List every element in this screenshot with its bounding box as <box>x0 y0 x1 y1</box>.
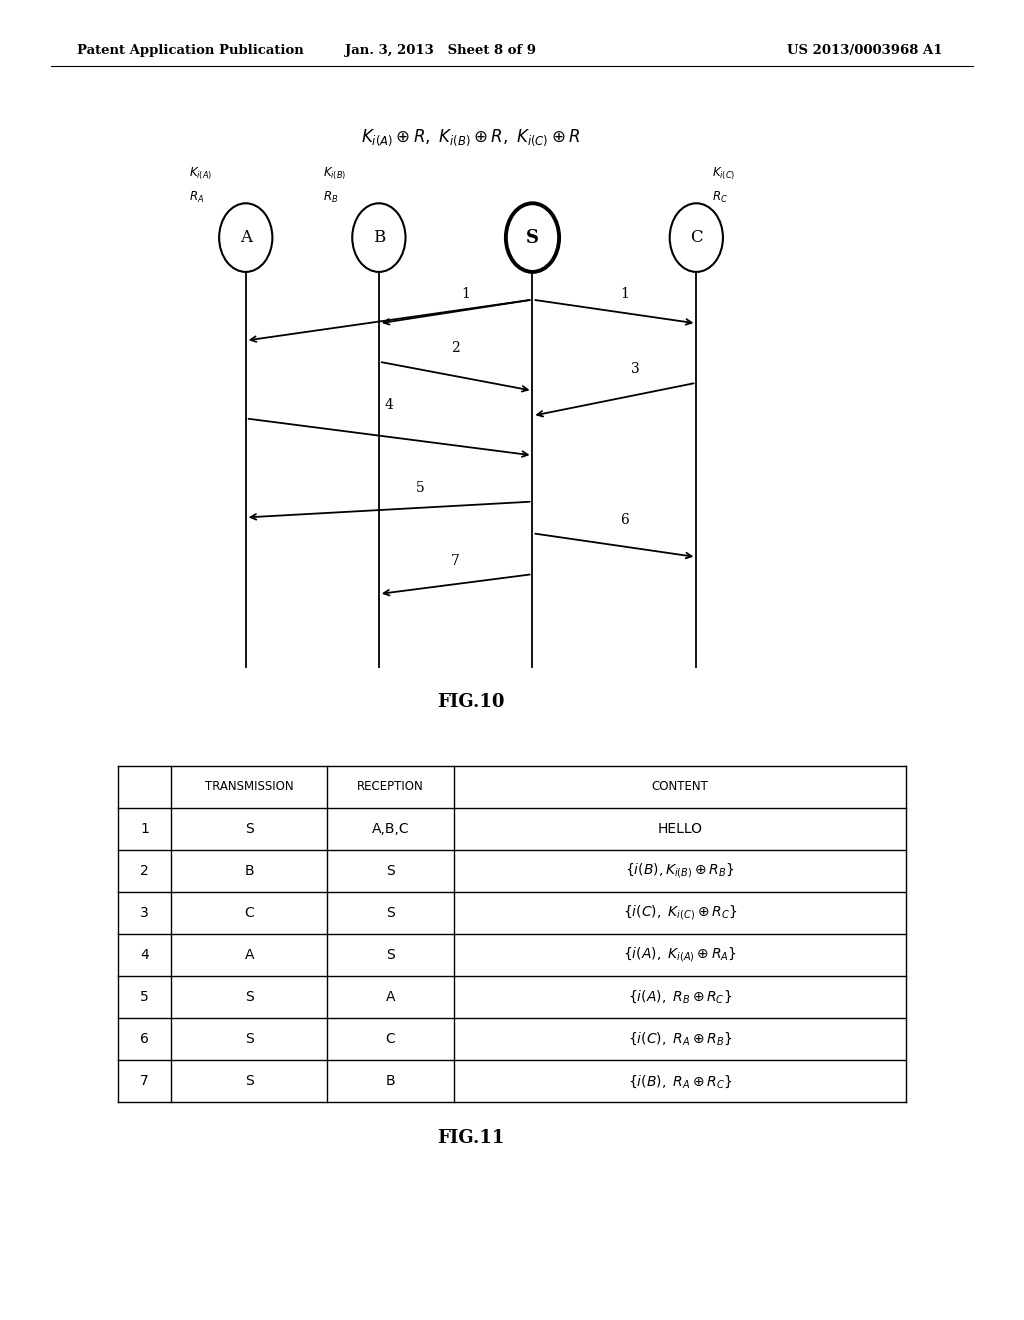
Circle shape <box>506 203 559 272</box>
Text: $\{i(B),K_{i(B)} \oplus R_B\}$: $\{i(B),K_{i(B)} \oplus R_B\}$ <box>626 861 734 880</box>
Circle shape <box>670 203 723 272</box>
Text: B: B <box>245 863 254 878</box>
Text: C: C <box>245 906 254 920</box>
Text: A: A <box>240 230 252 246</box>
Text: S: S <box>386 906 395 920</box>
Text: FIG.11: FIG.11 <box>437 1129 505 1147</box>
Text: S: S <box>526 228 539 247</box>
Text: 3: 3 <box>140 906 148 920</box>
Text: $K_{i(A)} \oplus R,\ K_{i(B)} \oplus R,\ K_{i(C)} \oplus R$: $K_{i(A)} \oplus R,\ K_{i(B)} \oplus R,\… <box>361 127 581 148</box>
Text: 1: 1 <box>462 286 470 301</box>
Text: $K_{i(C)}$: $K_{i(C)}$ <box>712 166 735 182</box>
Text: $\{i(C),\ R_A \oplus R_B\}$: $\{i(C),\ R_A \oplus R_B\}$ <box>628 1031 732 1048</box>
Text: S: S <box>245 1074 254 1088</box>
Text: A: A <box>386 990 395 1005</box>
Text: HELLO: HELLO <box>657 822 702 836</box>
Text: 5: 5 <box>140 990 148 1005</box>
Text: S: S <box>386 863 395 878</box>
Text: 7: 7 <box>140 1074 148 1088</box>
Text: $R_B$: $R_B$ <box>323 190 338 205</box>
Text: B: B <box>373 230 385 246</box>
Text: S: S <box>386 948 395 962</box>
Text: 4: 4 <box>140 948 148 962</box>
Text: 7: 7 <box>452 553 460 568</box>
Text: S: S <box>245 822 254 836</box>
Text: 2: 2 <box>452 341 460 355</box>
Text: $\{i(C),\ K_{i(C)} \oplus R_C\}$: $\{i(C),\ K_{i(C)} \oplus R_C\}$ <box>623 903 737 923</box>
Text: Patent Application Publication: Patent Application Publication <box>77 44 303 57</box>
Circle shape <box>352 203 406 272</box>
Text: A,B,C: A,B,C <box>372 822 410 836</box>
Text: S: S <box>245 990 254 1005</box>
Text: 6: 6 <box>621 512 629 527</box>
Text: $K_{i(B)}$: $K_{i(B)}$ <box>323 166 346 182</box>
Text: 3: 3 <box>631 362 639 376</box>
Text: $K_{i(A)}$: $K_{i(A)}$ <box>189 166 213 182</box>
Text: US 2013/0003968 A1: US 2013/0003968 A1 <box>786 44 942 57</box>
Text: 2: 2 <box>140 863 148 878</box>
Circle shape <box>219 203 272 272</box>
Text: C: C <box>690 230 702 246</box>
Text: RECEPTION: RECEPTION <box>357 780 424 793</box>
Text: $\{i(A),\ K_{i(A)} \oplus R_A\}$: $\{i(A),\ K_{i(A)} \oplus R_A\}$ <box>623 945 737 965</box>
Text: B: B <box>386 1074 395 1088</box>
Text: 1: 1 <box>140 822 150 836</box>
Text: C: C <box>386 1032 395 1045</box>
Text: FIG.10: FIG.10 <box>437 693 505 711</box>
Text: S: S <box>245 1032 254 1045</box>
Text: $R_C$: $R_C$ <box>712 190 728 205</box>
Text: CONTENT: CONTENT <box>651 780 709 793</box>
Text: Jan. 3, 2013   Sheet 8 of 9: Jan. 3, 2013 Sheet 8 of 9 <box>345 44 536 57</box>
Text: 5: 5 <box>416 480 424 495</box>
Text: 6: 6 <box>140 1032 150 1045</box>
Text: $R_A$: $R_A$ <box>189 190 205 205</box>
Text: $\{i(B),\ R_A \oplus R_C\}$: $\{i(B),\ R_A \oplus R_C\}$ <box>628 1073 732 1089</box>
Text: 1: 1 <box>621 286 629 301</box>
Text: TRANSMISSION: TRANSMISSION <box>205 780 294 793</box>
Text: 4: 4 <box>385 397 393 412</box>
Text: A: A <box>245 948 254 962</box>
Text: $\{i(A),\ R_B \oplus R_C\}$: $\{i(A),\ R_B \oplus R_C\}$ <box>628 989 732 1006</box>
